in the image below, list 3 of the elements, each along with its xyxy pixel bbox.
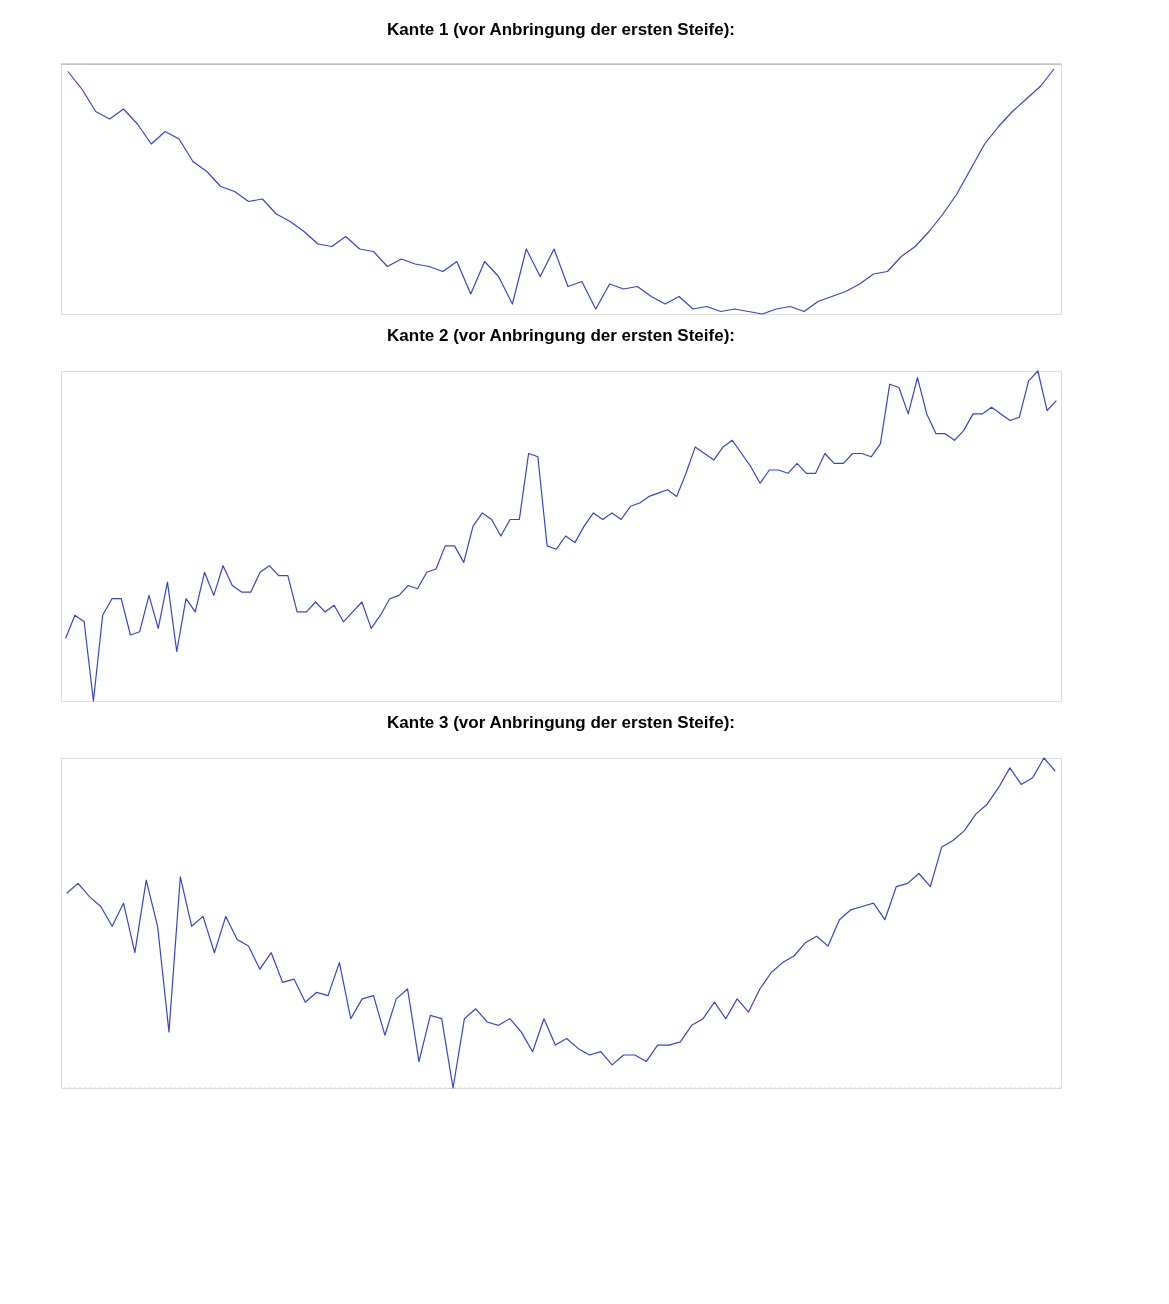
chart-title: Kante 2 (vor Anbringung der ersten Steife):: [387, 326, 735, 346]
chart-title: Kante 1 (vor Anbringung der ersten Steife):: [387, 19, 735, 39]
chart-title: Kante 3 (vor Anbringung der ersten Steife):: [387, 713, 735, 733]
